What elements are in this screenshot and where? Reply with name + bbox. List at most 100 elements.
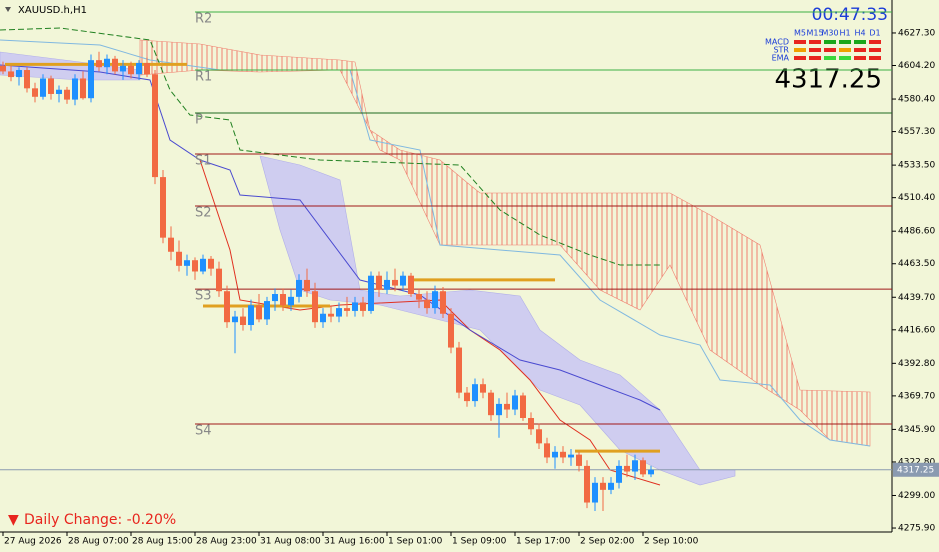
y-tick-label: 4533.50 (898, 161, 935, 171)
candle-body (480, 384, 486, 393)
daily-change: Daily Change: -0.20% (24, 512, 176, 528)
axis-background (892, 0, 939, 552)
candle-body (144, 62, 150, 75)
candle-body (56, 89, 62, 94)
candle-body (120, 65, 126, 72)
candle-body (304, 279, 310, 292)
pivot-label: S3 (195, 289, 212, 304)
title-icon (5, 7, 11, 12)
timeframe-label: M5 (794, 29, 806, 38)
candle-body (368, 275, 374, 311)
y-tick-label: 4439.70 (898, 293, 935, 303)
signal-cell (869, 40, 881, 44)
candle-body (448, 313, 454, 348)
candle-body (128, 65, 134, 75)
pivot-label: S1 (195, 153, 212, 168)
current-price-big: 4317.25 (774, 65, 882, 95)
y-tick-label: 4486.60 (898, 227, 935, 237)
candle-body (248, 305, 254, 326)
x-tick-label: 1 Sep 17:00 (516, 537, 571, 547)
y-tick-label: 4627.30 (898, 28, 935, 38)
signal-cell (854, 48, 866, 52)
x-tick-label: 28 Aug 07:00 (68, 537, 129, 547)
signal-name: MACD (765, 38, 789, 47)
timeframe-label: D1 (869, 29, 880, 38)
x-tick-label: 31 Aug 08:00 (260, 537, 321, 547)
candle-body (464, 392, 470, 402)
signal-cell (824, 48, 836, 52)
candle-body (376, 275, 382, 290)
candle-body (0, 65, 6, 72)
candle-body (152, 74, 158, 178)
candle-body (216, 268, 222, 292)
y-tick-label: 4604.20 (898, 61, 935, 71)
timeframe-label: H1 (839, 29, 850, 38)
candle-body (520, 395, 526, 418)
pivot-label: R2 (195, 11, 212, 26)
y-tick-label: 4322.80 (898, 457, 935, 467)
current-price-box (893, 462, 939, 477)
candle-body (456, 347, 462, 393)
candle-body (24, 70, 30, 89)
candle-body (312, 291, 318, 323)
y-tick-label: 4392.80 (898, 359, 935, 369)
candle-body (416, 294, 422, 300)
candle-body (280, 294, 286, 306)
candle-body (16, 70, 22, 78)
current-price-label: 4317.25 (897, 465, 934, 475)
axis-background (0, 532, 892, 552)
signal-cell (839, 56, 851, 60)
pivot-label: S4 (195, 424, 212, 439)
candle-body (136, 62, 142, 75)
signal-cell (854, 40, 866, 44)
candle-body (384, 279, 390, 290)
timeframe-label: H4 (854, 29, 865, 38)
candle-body (200, 258, 206, 272)
candle-body (504, 403, 510, 410)
signal-cell (839, 48, 851, 52)
candle-body (432, 291, 438, 309)
daily-change-arrow: ▼ (8, 512, 19, 528)
candle-body (112, 58, 118, 72)
signal-cell (809, 40, 821, 44)
x-tick-label: 2 Sep 02:00 (580, 537, 635, 547)
candle-body (48, 78, 54, 94)
x-tick-label: 28 Aug 15:00 (132, 537, 193, 547)
pivot-label: S2 (195, 205, 212, 220)
timeframe-label: M30 (821, 29, 838, 38)
candle-body (440, 291, 446, 314)
pivot-label: R1 (195, 70, 212, 85)
candle-body (648, 469, 654, 475)
x-tick-label: 1 Sep 09:00 (452, 537, 507, 547)
candle-body (328, 313, 334, 317)
y-tick-label: 4345.90 (898, 425, 935, 435)
candle-body (32, 88, 38, 97)
indicator-line (0, 64, 661, 411)
y-tick-label: 4557.30 (898, 127, 935, 137)
pivot-label: P (195, 112, 203, 127)
candle-body (176, 251, 182, 266)
candle-body (352, 302, 358, 311)
candle-body (472, 384, 478, 402)
candle-body (488, 392, 494, 416)
candle-body (560, 451, 566, 458)
candle-body (632, 460, 638, 472)
candle-body (96, 60, 102, 68)
candle-body (160, 177, 166, 238)
y-tick-label: 4275.90 (898, 524, 935, 534)
candle-body (408, 275, 414, 295)
y-tick-label: 4416.60 (898, 325, 935, 335)
signal-cell (794, 56, 806, 60)
candle-body (544, 443, 550, 458)
candle-body (360, 302, 366, 311)
candle-body (528, 417, 534, 430)
clock: 00:47:33 (812, 5, 888, 25)
x-tick-label: 28 Aug 23:00 (196, 537, 257, 547)
candle-body (496, 403, 502, 416)
candle-body (224, 291, 230, 323)
signal-cell (794, 48, 806, 52)
candle-body (344, 308, 350, 311)
candle-body (40, 78, 46, 97)
